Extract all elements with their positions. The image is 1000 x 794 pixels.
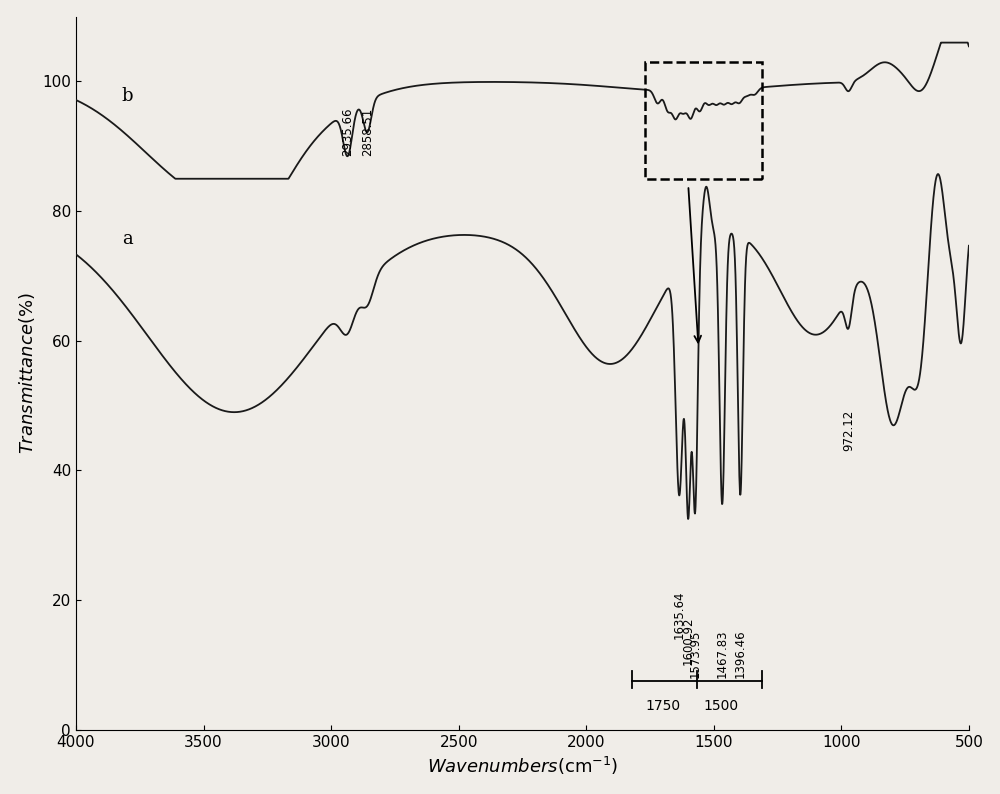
Y-axis label: $\mathit{Transmittance}$(%): $\mathit{Transmittance}$(%) [17,292,37,454]
Text: 1500: 1500 [704,700,739,713]
Text: 1573.95: 1573.95 [688,630,701,678]
Text: 1600.92: 1600.92 [682,616,695,665]
Text: 2935.66: 2935.66 [341,107,354,156]
Text: b: b [122,87,133,105]
Text: a: a [122,229,133,248]
Text: 2858.51: 2858.51 [361,107,374,156]
Text: 972.12: 972.12 [842,410,855,451]
X-axis label: $\mathit{Wavenumbers}$(cm$^{-1}$): $\mathit{Wavenumbers}$(cm$^{-1}$) [427,755,618,777]
Text: 1396.46: 1396.46 [734,630,747,678]
Text: 1635.64: 1635.64 [673,591,686,639]
Text: 1467.83: 1467.83 [715,630,728,678]
Bar [645,62,762,179]
Text: 1750: 1750 [645,700,680,713]
